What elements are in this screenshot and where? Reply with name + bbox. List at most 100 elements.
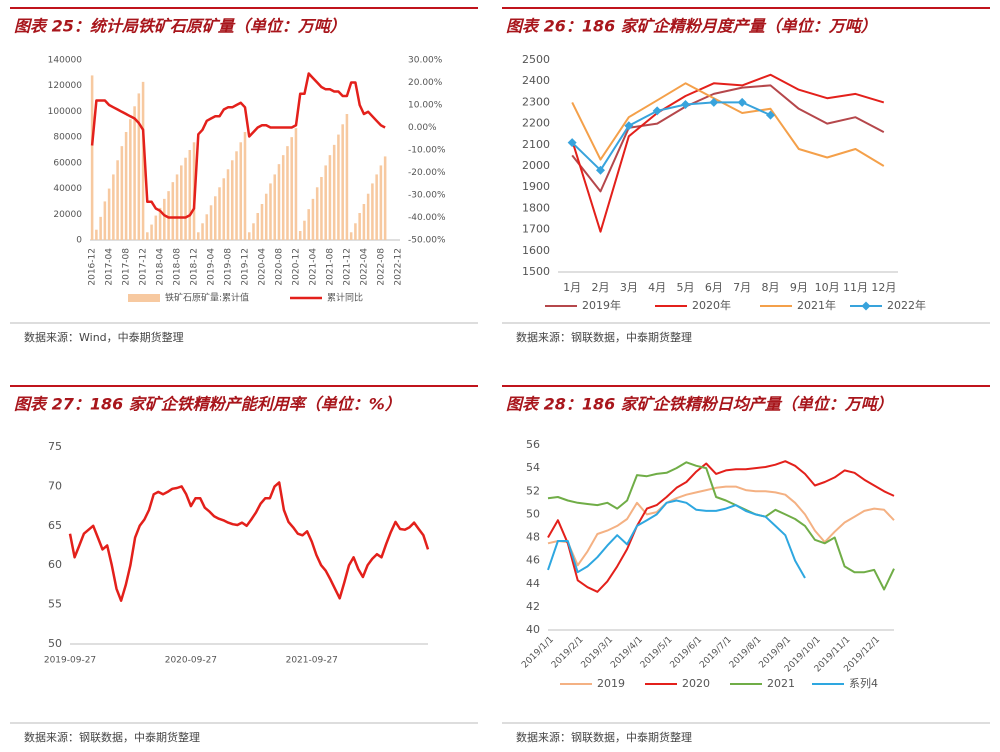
x-tick-label: 2020-08 bbox=[274, 248, 284, 286]
bar bbox=[205, 214, 209, 240]
x-tick-label: 2021-08 bbox=[325, 248, 335, 286]
bar bbox=[184, 157, 187, 240]
legend-label: 铁矿石原矿量:累计值 bbox=[165, 292, 249, 304]
bar bbox=[180, 165, 183, 240]
bar bbox=[188, 150, 192, 240]
bar bbox=[129, 119, 132, 240]
bar bbox=[320, 177, 323, 240]
x-tick-label: 10月 bbox=[815, 281, 840, 294]
x-tick-label: 2019-09-27 bbox=[44, 656, 96, 666]
legend-label: 2020年 bbox=[692, 298, 731, 312]
x-tick-label: 4月 bbox=[648, 281, 666, 294]
bar bbox=[379, 165, 383, 240]
bar bbox=[383, 156, 387, 240]
bar bbox=[99, 216, 102, 240]
y-tick-label: 1700 bbox=[522, 223, 550, 236]
bar bbox=[303, 220, 306, 240]
x-tick-label: 2021-09-27 bbox=[286, 656, 338, 666]
bar bbox=[273, 174, 276, 240]
legend-label: 系列4 bbox=[849, 676, 878, 690]
x-tick-label: 7月 bbox=[733, 281, 751, 294]
bar bbox=[141, 81, 145, 240]
bar bbox=[375, 174, 378, 240]
marker bbox=[567, 138, 577, 148]
bar bbox=[226, 169, 230, 240]
legend-label: 2021年 bbox=[797, 298, 836, 312]
bar bbox=[332, 144, 336, 240]
bar bbox=[281, 155, 285, 240]
bar bbox=[133, 106, 136, 241]
bar bbox=[112, 174, 115, 240]
y-tick-label: 55 bbox=[48, 598, 62, 611]
chart-title: 图表 28：186 家矿企铁精粉日均产量（单位：万吨） bbox=[506, 395, 893, 414]
bar bbox=[307, 209, 310, 240]
y-tick-label: 56 bbox=[526, 438, 540, 451]
y-tick-label: 50 bbox=[48, 637, 62, 650]
y-tick-label: 52 bbox=[526, 484, 540, 497]
y2-tick-label: 10.00% bbox=[408, 101, 443, 111]
bar bbox=[171, 182, 175, 240]
line bbox=[68, 481, 430, 602]
source: 数据来源：钢联数据，中泰期货整理 bbox=[516, 730, 692, 744]
bar bbox=[201, 223, 204, 240]
bar bbox=[222, 178, 226, 240]
x-tick-label: 3月 bbox=[620, 281, 638, 294]
x-tick-label: 12月 bbox=[871, 281, 896, 294]
line bbox=[547, 499, 806, 579]
chart-title: 图表 26：186 家矿企精粉月度产量（单位：万吨） bbox=[506, 17, 877, 36]
legend-label: 累计同比 bbox=[327, 292, 363, 304]
bar bbox=[256, 213, 260, 240]
bar bbox=[163, 198, 166, 240]
y-tick-label: 70 bbox=[48, 479, 62, 492]
y-tick-label: 1900 bbox=[522, 180, 550, 193]
x-tick-label: 2016-12 bbox=[88, 248, 98, 286]
x-tick-label: 6月 bbox=[705, 281, 723, 294]
chart-title: 图表 25：统计局铁矿石原矿量（单位：万吨） bbox=[14, 17, 346, 36]
x-tick-label: 2022-12 bbox=[393, 248, 403, 286]
x-tick-label: 2022-04 bbox=[359, 248, 369, 286]
y-tick-label: 1600 bbox=[522, 244, 550, 257]
bar bbox=[197, 232, 200, 240]
y-tick-label: 2200 bbox=[522, 117, 550, 130]
source: 数据来源：Wind，中泰期货整理 bbox=[24, 330, 184, 344]
marker bbox=[737, 97, 747, 107]
marker bbox=[596, 165, 605, 175]
line bbox=[547, 460, 895, 593]
bar bbox=[298, 231, 302, 240]
line bbox=[90, 72, 386, 219]
legend-label: 2019 bbox=[597, 677, 625, 690]
bar bbox=[260, 204, 264, 240]
legend-marker bbox=[861, 301, 871, 311]
bar bbox=[277, 164, 281, 240]
bar bbox=[137, 93, 141, 240]
legend-label: 2020 bbox=[682, 677, 710, 690]
y-tick-label: 44 bbox=[526, 577, 540, 590]
bar bbox=[264, 193, 268, 240]
legend-swatch bbox=[128, 294, 160, 302]
y-tick-label: 60 bbox=[48, 558, 62, 571]
x-tick-label: 2021-12 bbox=[342, 248, 352, 286]
bar bbox=[269, 183, 272, 240]
legend-label: 2019年 bbox=[582, 298, 621, 312]
x-tick-label: 2021-04 bbox=[308, 248, 318, 286]
y-tick-label: 2100 bbox=[522, 138, 550, 151]
x-tick-label: 2018-08 bbox=[173, 248, 183, 286]
marker bbox=[681, 100, 690, 110]
line bbox=[547, 461, 895, 591]
bar bbox=[324, 165, 327, 240]
x-tick-label: 2019-04 bbox=[207, 248, 217, 286]
bar bbox=[362, 204, 366, 240]
x-tick-label: 11月 bbox=[843, 281, 868, 294]
y-tick-label: 50 bbox=[526, 507, 540, 520]
y-tick-label: 100000 bbox=[48, 107, 83, 117]
bar bbox=[120, 146, 124, 240]
y-tick-label: 2000 bbox=[522, 159, 550, 172]
bar bbox=[354, 223, 357, 240]
bar bbox=[239, 142, 243, 240]
bar bbox=[247, 232, 251, 240]
x-tick-label: 2022-08 bbox=[376, 248, 386, 286]
bar bbox=[358, 213, 361, 240]
y2-tick-label: 30.00% bbox=[408, 56, 443, 66]
y-tick-label: 80000 bbox=[53, 133, 82, 143]
